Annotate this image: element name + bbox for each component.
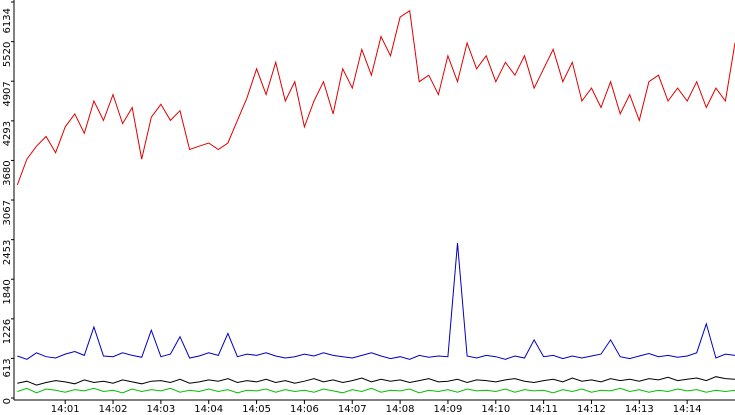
series-line	[17, 387, 735, 394]
y-tick-label: 6134	[2, 8, 13, 33]
x-tick-label: 14:08	[386, 404, 415, 415]
series-line	[17, 376, 735, 386]
series-line	[17, 243, 735, 360]
y-tick-label: 5520	[2, 42, 13, 67]
x-tick-label: 14:04	[194, 404, 223, 415]
y-tick-label: 1840	[2, 279, 13, 304]
x-tick-label: 14:10	[481, 404, 510, 415]
x-tick-label: 14:14	[673, 404, 702, 415]
series-line	[16, 9, 735, 186]
y-tick-label: 2453	[2, 240, 13, 265]
x-tick-label: 14:02	[99, 404, 128, 415]
x-tick-label: 14:01	[51, 404, 80, 415]
y-tick-label: 1226	[2, 319, 13, 344]
x-tick-label: 14:13	[625, 404, 654, 415]
y-tick-label: 4907	[2, 81, 13, 106]
x-tick-label: 14:12	[577, 404, 606, 415]
y-tick-label: 0	[2, 398, 13, 404]
y-tick-label: 4293	[2, 121, 13, 146]
x-tick-label: 14:09	[434, 404, 463, 415]
x-tick-label: 14:07	[338, 404, 367, 415]
y-tick-label: 3067	[2, 200, 13, 225]
x-tick-label: 14:11	[529, 404, 558, 415]
x-tick-label: 14:06	[290, 404, 319, 415]
y-tick-label: 3680	[2, 160, 13, 185]
x-tick-label: 14:05	[242, 404, 271, 415]
y-tick-label: 613	[2, 358, 13, 377]
x-tick-label: 14:03	[146, 404, 175, 415]
